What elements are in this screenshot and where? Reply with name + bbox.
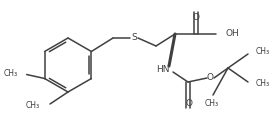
Text: O: O — [186, 99, 193, 108]
Text: S: S — [131, 34, 137, 42]
Text: CH₃: CH₃ — [26, 102, 40, 111]
Text: O: O — [206, 73, 214, 82]
Text: CH₃: CH₃ — [4, 69, 18, 78]
Text: HN: HN — [156, 65, 170, 75]
Text: CH₃: CH₃ — [205, 99, 219, 109]
Text: OH: OH — [225, 29, 239, 38]
Text: CH₃: CH₃ — [256, 79, 270, 89]
Text: O: O — [193, 12, 199, 22]
Text: CH₃: CH₃ — [256, 48, 270, 56]
